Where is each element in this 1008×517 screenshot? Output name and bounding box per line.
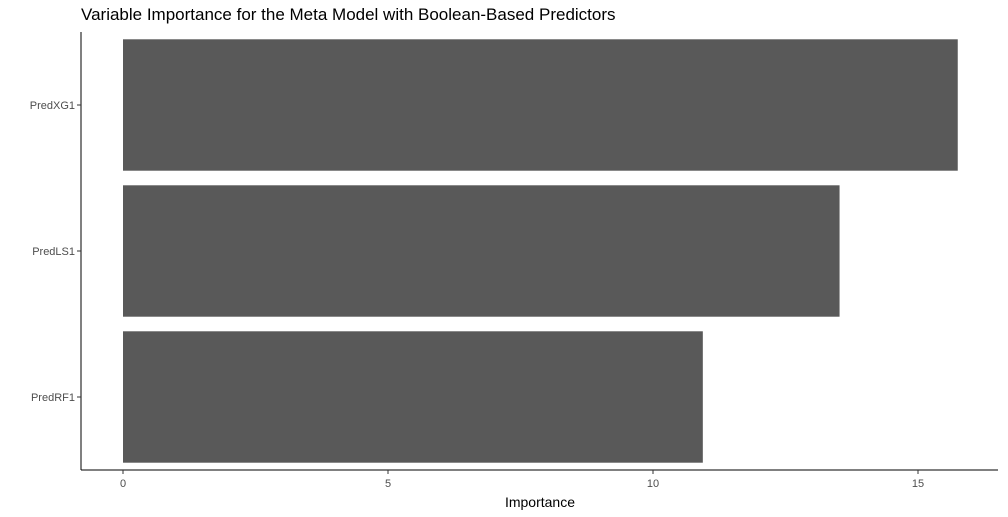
bars-group <box>123 39 958 463</box>
x-tick-label: 5 <box>385 478 391 490</box>
bar-predxg1 <box>123 39 958 171</box>
x-axis: 0 5 10 15 <box>81 469 998 490</box>
bar-predrf1 <box>123 331 703 463</box>
x-tick-label: 10 <box>647 478 659 490</box>
x-tick-label: 0 <box>120 478 126 490</box>
y-tick-label: PredRF1 <box>31 392 75 404</box>
chart-title: Variable Importance for the Meta Model w… <box>81 5 616 24</box>
x-axis-title: Importance <box>505 494 575 510</box>
bar-predls1 <box>123 185 840 317</box>
y-tick-label: PredXG1 <box>30 100 75 112</box>
x-tick-label: 15 <box>912 478 924 490</box>
y-axis: PredXG1 PredLS1 PredRF1 <box>30 32 82 470</box>
y-tick-label: PredLS1 <box>32 246 75 258</box>
